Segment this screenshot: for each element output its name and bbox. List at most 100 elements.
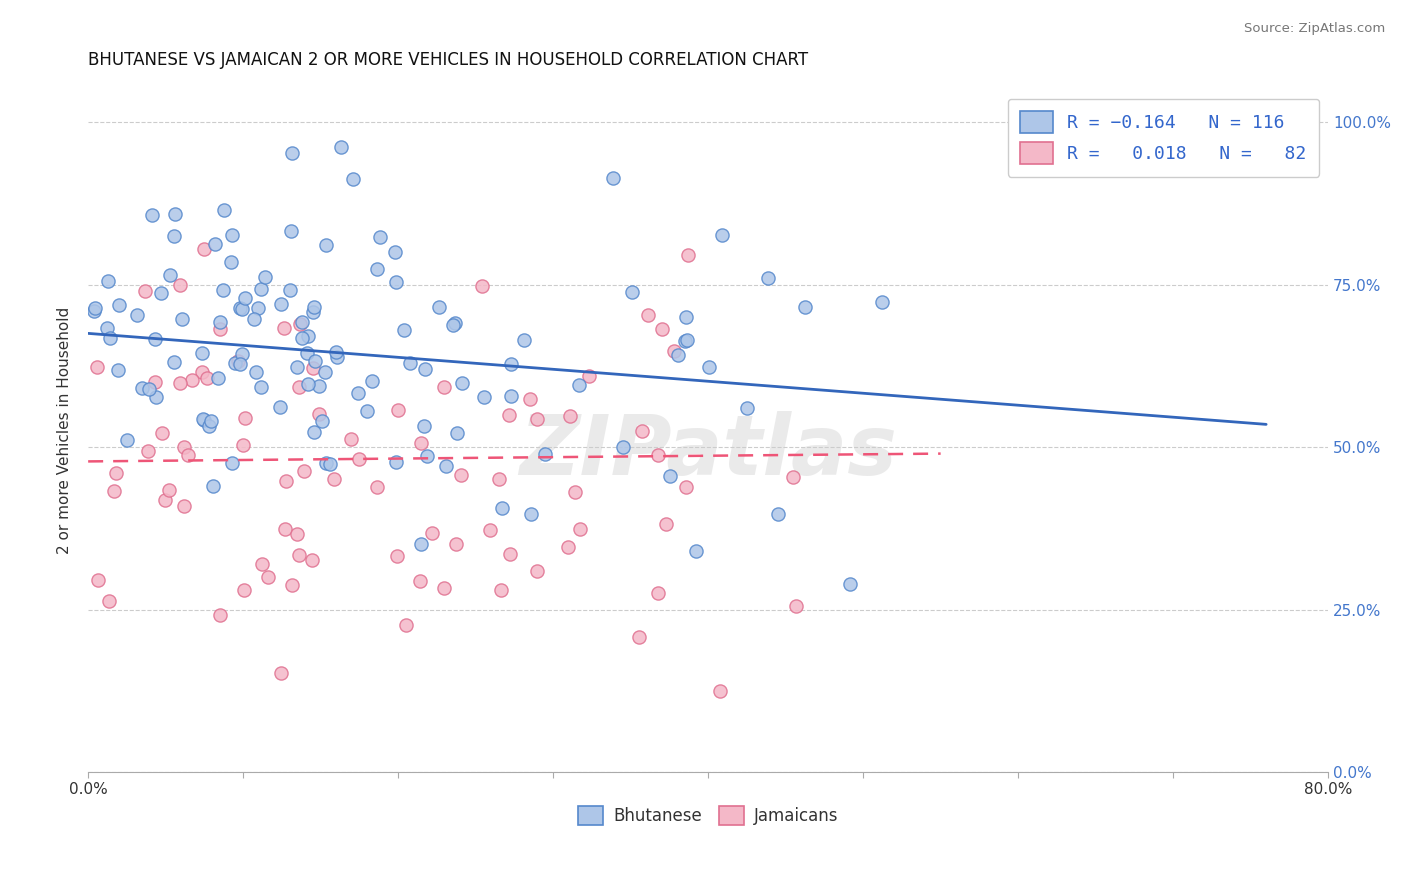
- Point: [243, 311, 266, 326]
- Point: [208, 607, 231, 622]
- Point: [444, 316, 467, 330]
- Point: [366, 480, 388, 494]
- Point: [304, 354, 326, 368]
- Point: [315, 456, 337, 470]
- Point: [257, 570, 280, 584]
- Point: [557, 540, 579, 554]
- Point: [412, 418, 434, 433]
- Point: [274, 522, 297, 536]
- Point: [488, 472, 510, 486]
- Point: [292, 463, 315, 477]
- Point: [658, 469, 681, 483]
- Point: [501, 357, 523, 371]
- Point: [221, 228, 243, 243]
- Point: [526, 412, 548, 426]
- Point: [281, 577, 304, 591]
- Point: [361, 374, 384, 388]
- Point: [198, 419, 221, 434]
- Point: [612, 440, 634, 454]
- Point: [735, 401, 758, 415]
- Point: [193, 413, 215, 427]
- Point: [385, 275, 408, 289]
- Point: [270, 297, 292, 311]
- Point: [768, 507, 790, 521]
- Point: [384, 245, 406, 260]
- Point: [427, 300, 450, 314]
- Point: [138, 382, 160, 396]
- Point: [291, 331, 314, 345]
- Point: [98, 594, 121, 608]
- Point: [444, 537, 467, 551]
- Point: [159, 268, 181, 283]
- Point: [697, 359, 720, 374]
- Point: [250, 380, 273, 394]
- Point: [409, 537, 432, 551]
- Point: [115, 434, 138, 448]
- Point: [301, 305, 323, 319]
- Point: [173, 441, 195, 455]
- Point: [212, 203, 235, 218]
- Point: [446, 426, 468, 441]
- Point: [519, 392, 541, 406]
- Point: [627, 630, 650, 644]
- Point: [685, 544, 707, 558]
- Point: [229, 357, 252, 371]
- Point: [489, 582, 512, 597]
- Point: [291, 315, 314, 329]
- Point: [83, 304, 105, 318]
- Point: [578, 369, 600, 384]
- Point: [441, 318, 464, 332]
- Point: [204, 236, 226, 251]
- Point: [224, 356, 246, 370]
- Point: [301, 361, 323, 376]
- Point: [434, 459, 457, 474]
- Point: [233, 411, 256, 425]
- Point: [339, 432, 361, 446]
- Point: [342, 172, 364, 186]
- Point: [794, 300, 817, 314]
- Text: BHUTANESE VS JAMAICAN 2 OR MORE VEHICLES IN HOUSEHOLD CORRELATION CHART: BHUTANESE VS JAMAICAN 2 OR MORE VEHICLES…: [89, 51, 808, 69]
- Point: [98, 331, 121, 345]
- Point: [319, 457, 342, 471]
- Point: [356, 403, 378, 417]
- Point: [711, 228, 734, 243]
- Point: [709, 684, 731, 698]
- Point: [602, 171, 624, 186]
- Point: [169, 376, 191, 391]
- Point: [138, 444, 160, 458]
- Point: [675, 310, 697, 325]
- Point: [302, 425, 325, 439]
- Point: [621, 285, 644, 300]
- Point: [191, 364, 214, 378]
- Point: [105, 467, 128, 481]
- Point: [368, 230, 391, 244]
- Point: [232, 438, 254, 452]
- Point: [84, 301, 107, 316]
- Point: [191, 346, 214, 360]
- Point: [127, 308, 149, 322]
- Point: [450, 376, 472, 391]
- Point: [250, 558, 273, 572]
- Point: [408, 574, 430, 588]
- Point: [315, 238, 337, 252]
- Point: [221, 456, 243, 470]
- Point: [163, 229, 186, 244]
- Point: [564, 485, 586, 500]
- Point: [399, 357, 422, 371]
- Point: [513, 333, 536, 347]
- Point: [229, 301, 252, 315]
- Point: [347, 451, 370, 466]
- Point: [472, 390, 495, 404]
- Point: [149, 286, 172, 301]
- Point: [558, 409, 581, 423]
- Point: [176, 448, 198, 462]
- Point: [782, 470, 804, 484]
- Point: [87, 573, 110, 587]
- Point: [134, 284, 156, 298]
- Point: [385, 549, 408, 563]
- Point: [143, 332, 166, 346]
- Point: [675, 333, 697, 347]
- Point: [387, 403, 409, 417]
- Point: [288, 380, 311, 394]
- Point: [395, 618, 418, 632]
